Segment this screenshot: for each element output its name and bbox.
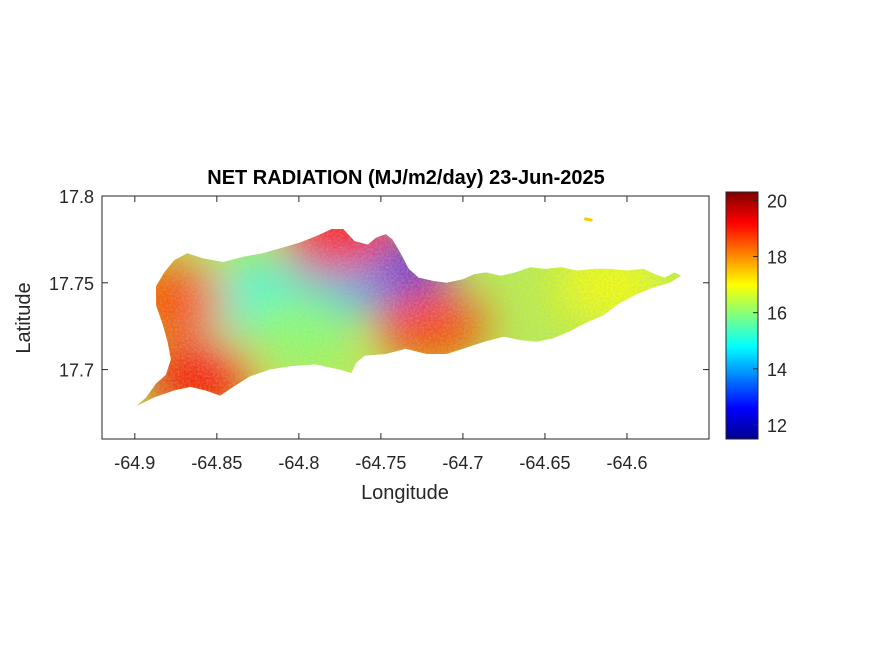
y-tick-label: 17.75 [49, 274, 94, 294]
x-tick-label: -64.6 [606, 453, 647, 473]
colorbar: 12 14 16 18 20 [725, 191, 787, 440]
small-islet [583, 217, 593, 222]
colorbar-tick-label: 20 [767, 191, 787, 211]
colorbar-tick-label: 12 [767, 416, 787, 436]
x-tick-label: -64.75 [355, 453, 406, 473]
x-axis-ticks: -64.9 -64.85 -64.8 -64.75 -64.7 -64.65 -64.6 [114, 196, 647, 473]
y-axis-ticks: 17.7 17.75 17.8 [49, 187, 709, 381]
map-axes: -64.9 -64.85 -64.8 -64.75 -64.7 -64.65 -64.6 1… [49, 187, 710, 473]
y-tick-label: 17.8 [59, 187, 94, 207]
colorbar-tick-label: 16 [767, 304, 787, 324]
y-axis-label: Latitude [13, 282, 35, 353]
colorbar-ticks: 12 14 16 18 20 [753, 191, 787, 436]
map-title: NET RADIATION (MJ/m2/day) 23-Jun-2025 [207, 167, 605, 189]
colorbar-gradient [725, 191, 759, 440]
x-tick-label: -64.9 [114, 453, 155, 473]
x-tick-label: -64.65 [519, 453, 570, 473]
x-tick-label: -64.8 [278, 453, 319, 473]
colorbar-tick-label: 18 [767, 248, 787, 268]
colorbar-tick-label: 14 [767, 360, 787, 380]
x-tick-label: -64.85 [191, 453, 242, 473]
x-axis-label: Longitude [361, 482, 449, 504]
y-tick-label: 17.7 [59, 361, 94, 381]
x-tick-label: -64.7 [442, 453, 483, 473]
